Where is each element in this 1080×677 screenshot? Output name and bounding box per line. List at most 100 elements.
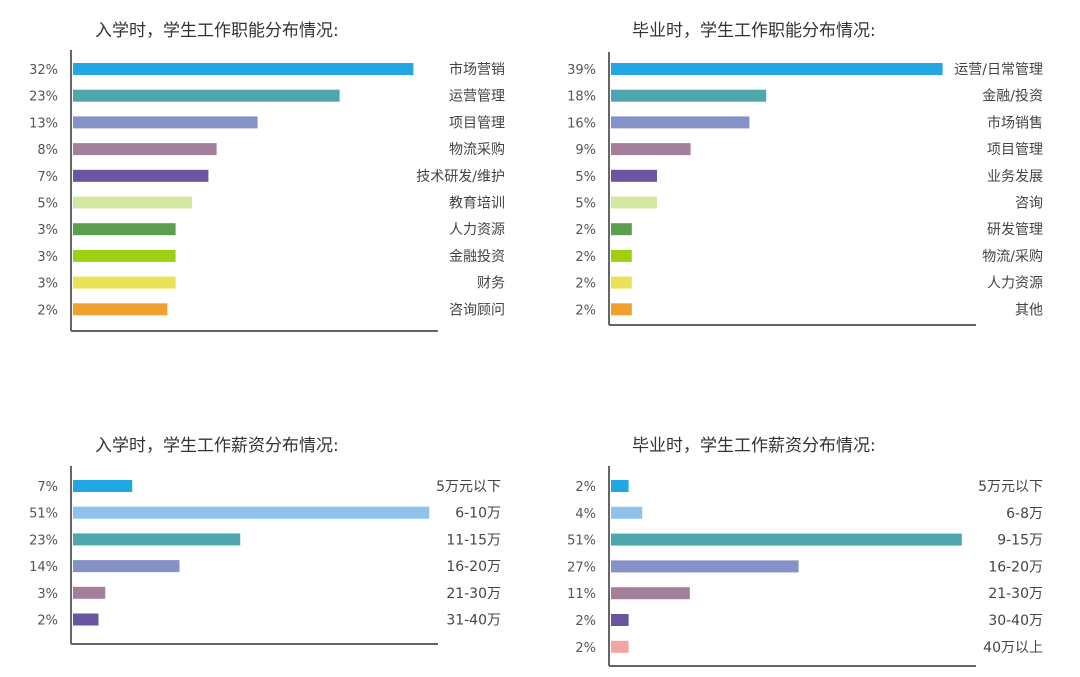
category-label: 业务发展	[987, 169, 1043, 185]
value-label: 23%	[29, 90, 58, 105]
value-label: 5%	[37, 197, 58, 212]
value-label: 7%	[37, 170, 58, 185]
category-label: 物流采购	[449, 142, 505, 158]
chart-title: 入学时，学生工作职能分布情况:	[95, 21, 339, 41]
bar	[73, 613, 99, 626]
bar	[611, 587, 690, 600]
value-label: 5%	[575, 197, 596, 212]
category-label: 财务	[477, 276, 505, 292]
category-label: 人力资源	[449, 222, 505, 238]
bar	[73, 480, 133, 492]
value-label: 39%	[567, 63, 596, 78]
bar	[73, 89, 340, 102]
category-label: 16-20万	[446, 559, 501, 575]
value-label: 13%	[29, 116, 58, 131]
bar	[611, 560, 799, 573]
category-label: 市场营销	[449, 61, 505, 78]
value-label: 3%	[37, 250, 58, 265]
category-label: 项目管理	[449, 115, 505, 131]
category-label: 金融/投资	[982, 89, 1043, 105]
bar	[611, 223, 632, 236]
category-label: 运营管理	[449, 89, 505, 105]
bar-chart-2: 毕业时，学生工作职能分布情况: 39% 运营/日常管理 18% 金融/投资 16% 市场销售…	[567, 21, 1043, 326]
category-label: 5万元以下	[978, 479, 1043, 495]
value-label: 2%	[575, 223, 596, 238]
category-label: 技术研发/维护	[416, 169, 505, 185]
category-label: 物流/采购	[982, 249, 1043, 265]
value-label: 2%	[575, 480, 596, 495]
bar	[73, 586, 106, 599]
value-label: 7%	[37, 480, 58, 495]
value-label: 2%	[575, 641, 596, 656]
bar	[73, 169, 209, 182]
value-label: 8%	[37, 143, 58, 158]
bar	[611, 276, 632, 289]
bar	[73, 249, 176, 262]
value-label: 51%	[567, 534, 596, 549]
category-label: 其他	[1015, 302, 1043, 318]
value-label: 3%	[37, 277, 58, 292]
bar-chart-1: 入学时，学生工作职能分布情况: 32% 市场营销 23% 运营管理 13% 项目管理 8% 物流…	[29, 21, 505, 332]
category-label: 11-15万	[446, 532, 501, 548]
bar	[73, 276, 176, 289]
bar	[73, 303, 168, 316]
bar	[611, 480, 629, 492]
category-label: 研发管理	[987, 222, 1043, 238]
value-label: 3%	[37, 223, 58, 238]
value-label: 27%	[567, 560, 596, 575]
bar-chart-4: 毕业时，学生工作薪资分布情况: 2% 5万元以下 4% 6-8万 51% 9-15万 27% 1…	[567, 436, 1043, 667]
category-label: 31-40万	[446, 613, 501, 629]
value-label: 51%	[29, 507, 58, 522]
value-label: 4%	[575, 507, 596, 522]
bar	[73, 116, 258, 129]
category-label: 9-15万	[997, 533, 1043, 549]
bar	[73, 560, 180, 573]
bar	[611, 249, 632, 262]
category-label: 咨询顾问	[449, 302, 505, 318]
value-label: 23%	[29, 533, 58, 548]
value-label: 2%	[575, 614, 596, 629]
value-label: 9%	[575, 143, 596, 158]
category-label: 40万以上	[983, 640, 1043, 656]
bar	[73, 143, 217, 156]
category-label: 21-30万	[988, 586, 1043, 602]
bar	[611, 169, 657, 182]
bar-chart-3: 入学时，学生工作薪资分布情况: 7% 5万元以下 51% 6-10万 23% 11-15万 1…	[29, 436, 501, 645]
category-label: 金融投资	[449, 249, 505, 265]
category-label: 项目管理	[987, 142, 1043, 158]
category-label: 市场销售	[987, 114, 1043, 131]
value-label: 32%	[29, 63, 58, 78]
bar	[611, 303, 632, 316]
bar	[73, 533, 241, 546]
bar	[73, 223, 176, 236]
category-label: 30-40万	[988, 613, 1043, 629]
category-label: 16-20万	[988, 559, 1043, 575]
value-label: 2%	[37, 303, 58, 318]
category-label: 人力资源	[987, 276, 1043, 292]
value-label: 5%	[575, 170, 596, 185]
value-label: 2%	[37, 614, 58, 629]
chart-title: 入学时，学生工作薪资分布情况:	[95, 436, 339, 456]
category-label: 6-10万	[455, 506, 501, 522]
bar	[73, 506, 430, 519]
bar	[73, 196, 192, 209]
value-label: 3%	[37, 587, 58, 602]
value-label: 18%	[567, 90, 596, 105]
value-label: 11%	[567, 587, 596, 602]
bar	[611, 116, 750, 129]
bar	[611, 143, 691, 156]
category-label: 6-8万	[1006, 506, 1043, 522]
bar	[611, 614, 629, 626]
bar	[611, 196, 657, 209]
value-label: 2%	[575, 250, 596, 265]
value-label: 14%	[29, 560, 58, 575]
category-label: 教育培训	[449, 196, 505, 212]
value-label: 2%	[575, 303, 596, 318]
bar	[611, 506, 643, 519]
category-label: 21-30万	[446, 586, 501, 602]
bar	[611, 89, 767, 102]
bar	[611, 533, 962, 546]
category-label: 咨询	[1015, 196, 1043, 212]
category-label: 运营/日常管理	[954, 62, 1043, 78]
